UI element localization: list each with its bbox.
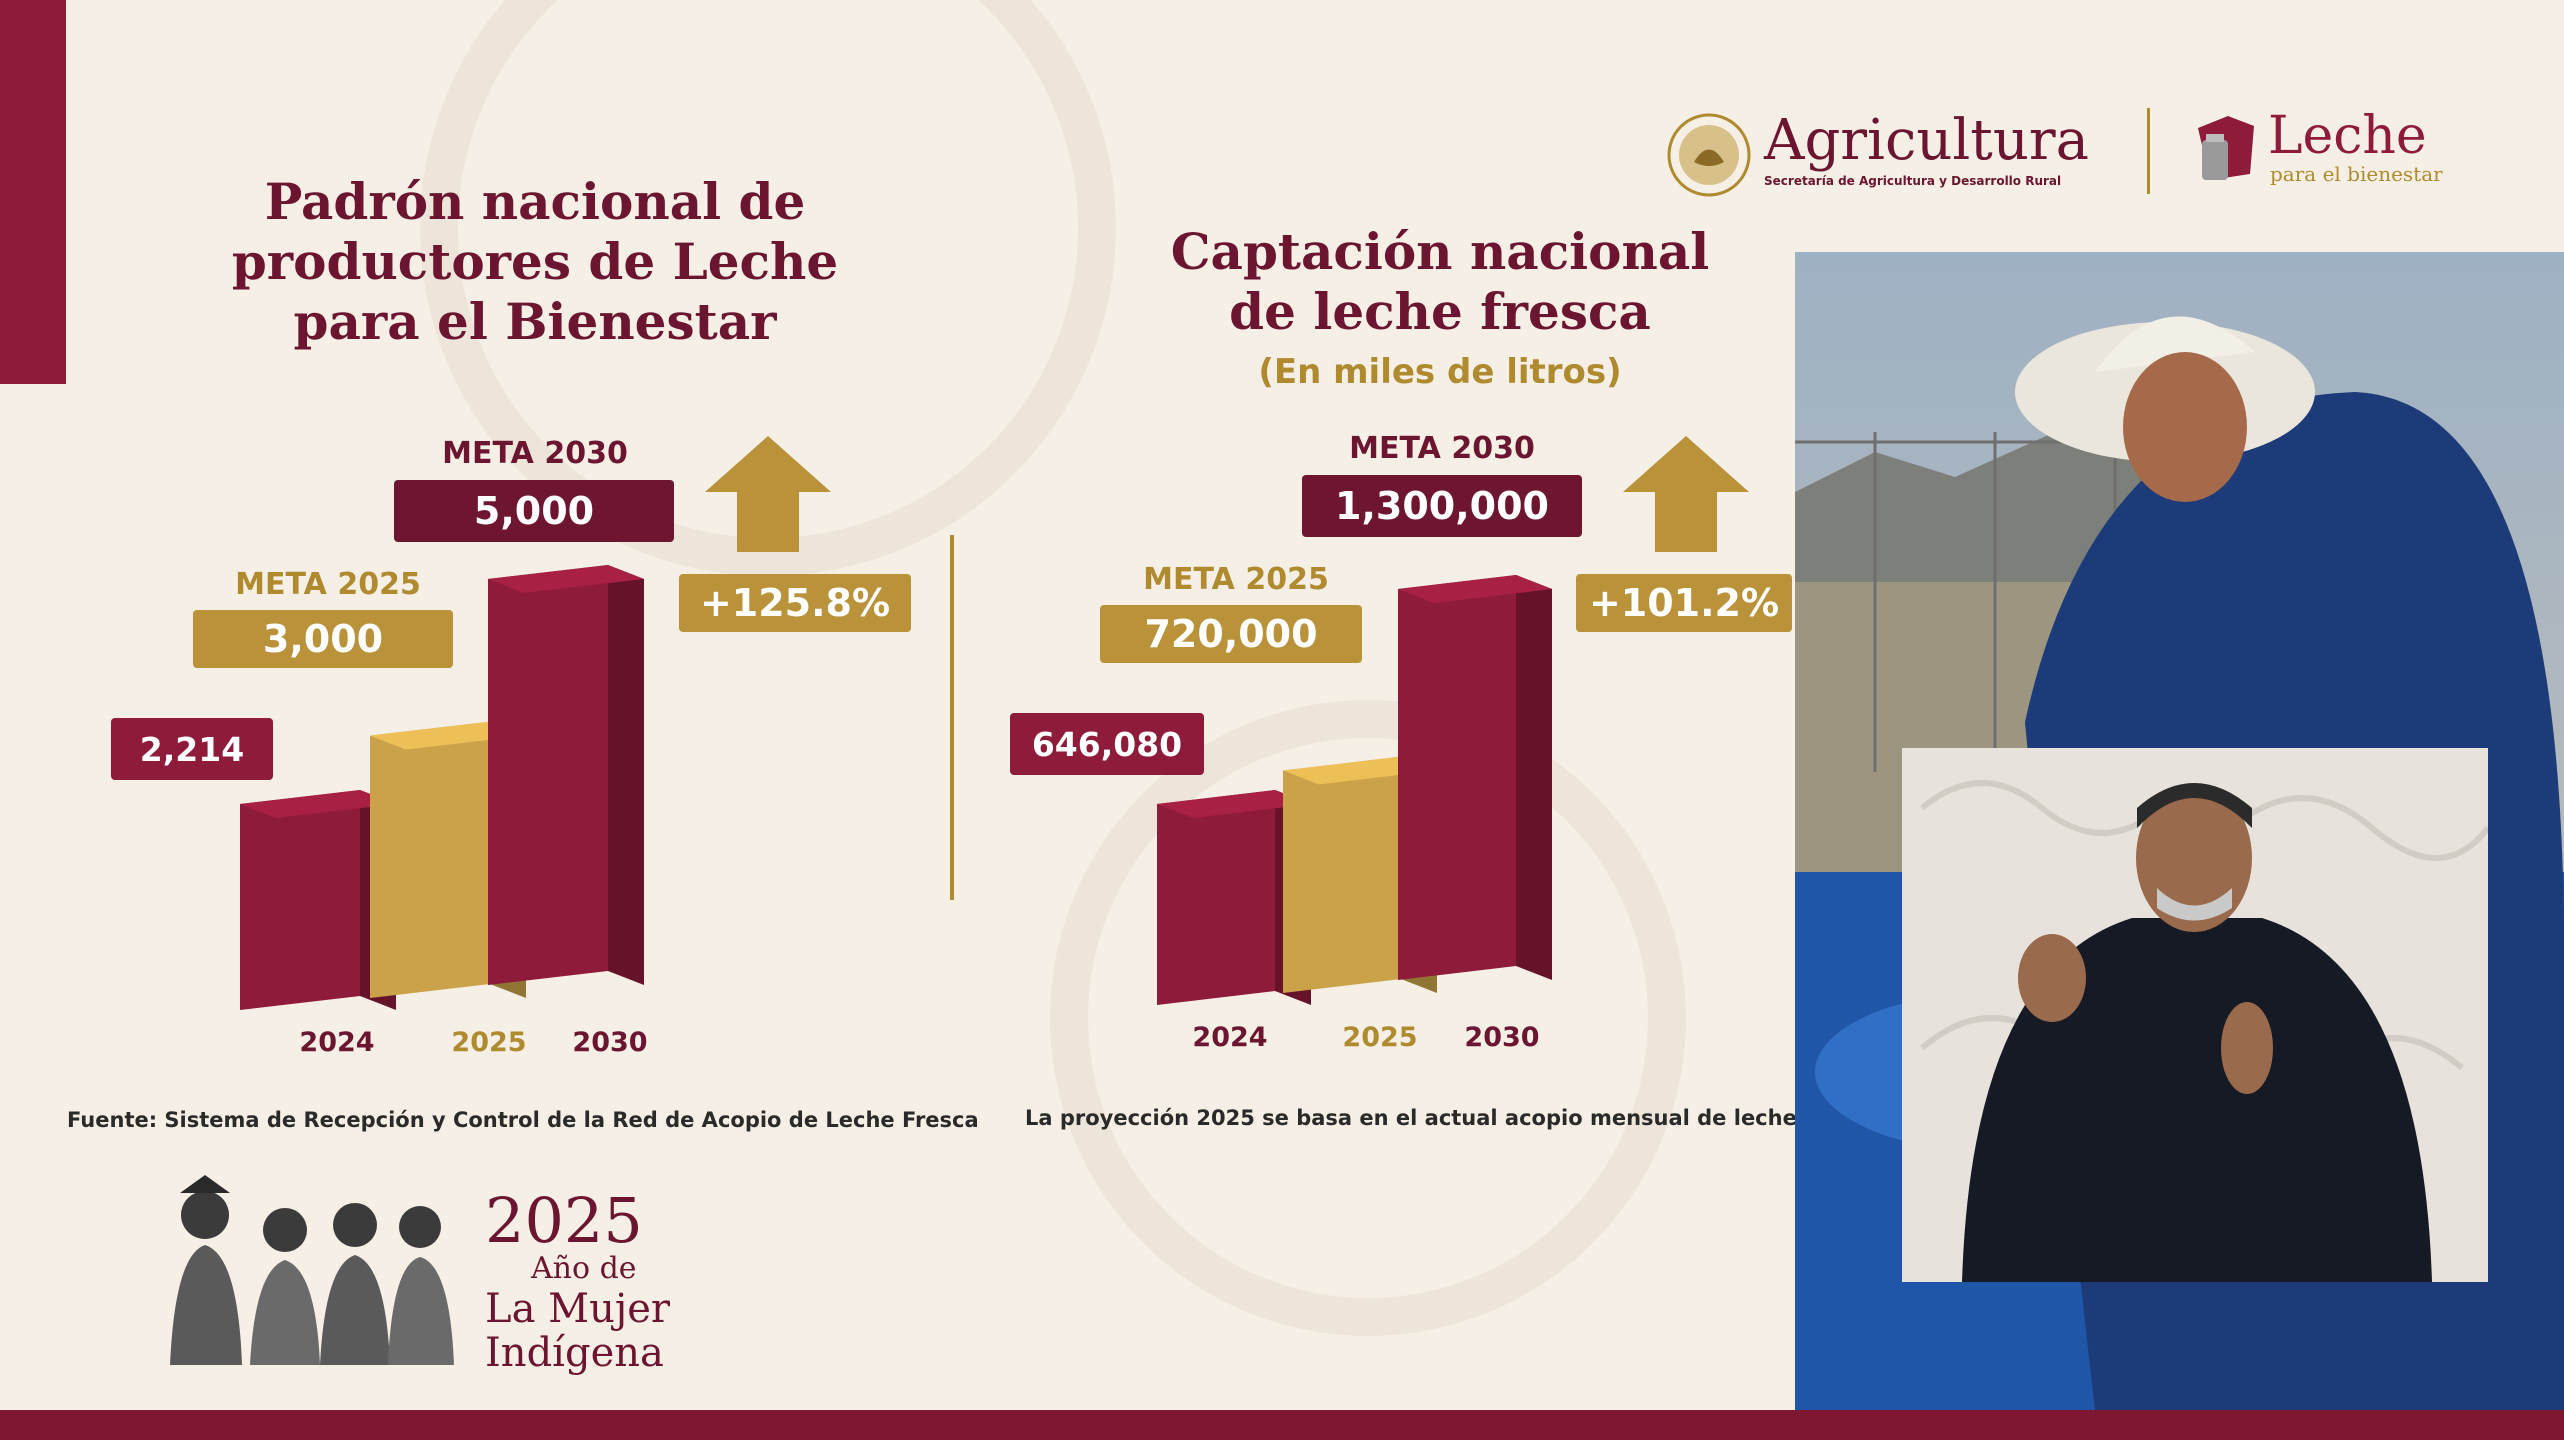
accent-bar bbox=[0, 0, 66, 384]
chart-1-increase: +125.8% bbox=[679, 574, 911, 632]
chart-2-subtitle: (En miles de litros) bbox=[1258, 352, 1622, 392]
chart-2-meta-2025-label: META 2025 bbox=[1143, 562, 1329, 597]
chart-1-up-arrow-icon bbox=[705, 436, 831, 552]
chart-2-projection-note: La proyección 2025 se basa en el actual … bbox=[1025, 1106, 1797, 1130]
chart-2-meta-2030-label: META 2030 bbox=[1349, 431, 1535, 466]
chart-divider bbox=[950, 535, 954, 900]
leche-wordmark: Leche bbox=[2268, 106, 2427, 166]
chart-2-bars bbox=[1157, 575, 1552, 1005]
leche-logo: Leche para el bienestar bbox=[2188, 106, 2448, 196]
chart-1-value-2030: 5,000 bbox=[394, 480, 674, 542]
chart-2-value-2024: 646,080 bbox=[1010, 713, 1204, 775]
sign-language-interpreter-image bbox=[1902, 748, 2488, 1282]
anio-mujer-indigena-logo: 2025 Año de La Mujer Indígena bbox=[485, 1190, 685, 1375]
chart-1-value-2025: 3,000 bbox=[193, 610, 453, 668]
chart-1-bars bbox=[240, 565, 644, 1010]
chart-2-year-2030: 2030 bbox=[1464, 1022, 1540, 1053]
anio-line-3: Indígena bbox=[485, 1329, 664, 1376]
mexico-seal-icon bbox=[1667, 113, 1751, 197]
chart-1-meta-2030-label: META 2030 bbox=[442, 436, 628, 471]
chart-2-year-2024: 2024 bbox=[1192, 1022, 1268, 1053]
anio-year: 2025 bbox=[485, 1184, 643, 1257]
anio-line-2: La Mujer bbox=[485, 1285, 671, 1332]
chart-1-year-2024: 2024 bbox=[299, 1027, 375, 1058]
chart-1-title: Padrón nacional de productores de Leche … bbox=[231, 172, 839, 351]
chart-1-value-2024: 2,214 bbox=[111, 718, 273, 780]
anio-line-1: Año de bbox=[531, 1251, 637, 1286]
chart-2-increase: +101.2% bbox=[1576, 574, 1792, 632]
chart-2-value-2030: 1,300,000 bbox=[1302, 475, 1582, 537]
chart-1-meta-2025-label: META 2025 bbox=[235, 567, 421, 602]
sign-language-interpreter-inset bbox=[1902, 748, 2488, 1282]
chart-2-bar-2030 bbox=[1398, 575, 1552, 980]
leche-subtitle: para el bienestar bbox=[2270, 162, 2443, 186]
chart-1-bar-2030 bbox=[488, 565, 644, 985]
chart-1-year-2025: 2025 bbox=[451, 1027, 527, 1058]
agricultura-subtitle: Secretaría de Agricultura y Desarrollo R… bbox=[1764, 174, 2062, 188]
chart-1-source-note: Fuente: Sistema de Recepción y Control d… bbox=[67, 1108, 979, 1132]
chart-2-year-2025: 2025 bbox=[1342, 1022, 1418, 1053]
milk-can-icon bbox=[2198, 116, 2254, 180]
chart-2-title: Captación nacional de leche fresca bbox=[1170, 222, 1710, 341]
agricultura-logo: Agricultura Secretaría de Agricultura y … bbox=[1662, 108, 2122, 204]
chart-2-up-arrow-icon bbox=[1623, 436, 1749, 552]
bottom-bar bbox=[0, 1410, 2564, 1440]
logo-separator bbox=[2147, 108, 2150, 194]
indigenous-women-illustration bbox=[170, 1175, 454, 1365]
chart-1-year-2030: 2030 bbox=[572, 1027, 648, 1058]
chart-2-value-2025: 720,000 bbox=[1100, 605, 1362, 663]
agricultura-wordmark: Agricultura bbox=[1764, 108, 2090, 173]
